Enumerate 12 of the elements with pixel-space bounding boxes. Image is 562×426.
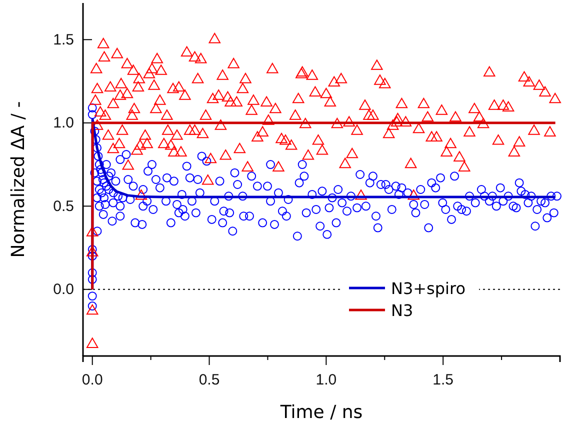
y-axis-title: Normalized ΔA / - xyxy=(8,101,29,258)
y-tick-label: 0.0 xyxy=(53,281,74,298)
x-tick-label: 0.0 xyxy=(82,372,103,388)
x-tick-label: 1.5 xyxy=(432,372,454,388)
legend-label: N3+spiro xyxy=(391,279,466,298)
x-axis-title: Time / ns xyxy=(279,402,363,423)
y-tick-label: 1.5 xyxy=(53,31,74,48)
legend-label: N3 xyxy=(391,301,414,320)
y-tick-label: 1.0 xyxy=(53,114,74,132)
x-tick-label: 0.5 xyxy=(198,372,220,388)
x-tick-label: 1.0 xyxy=(316,372,337,388)
y-tick-label: 0.5 xyxy=(53,198,74,215)
